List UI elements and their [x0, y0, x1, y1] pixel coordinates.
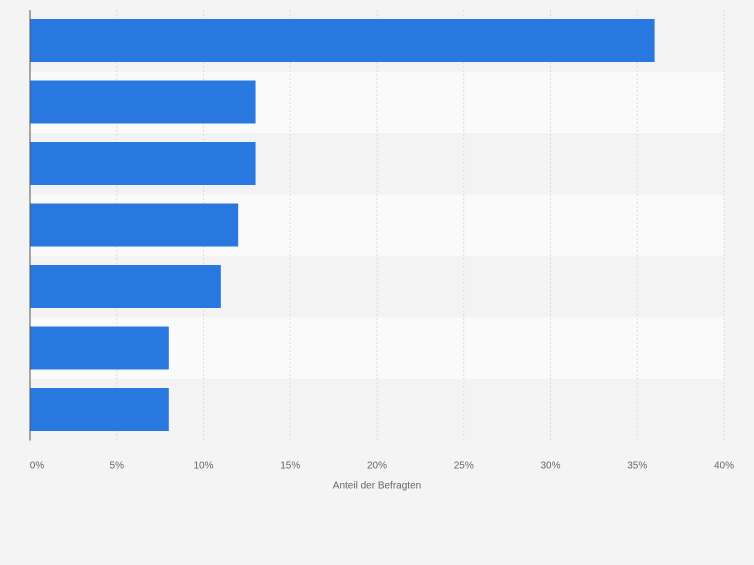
- bar-1[interactable]: [30, 80, 256, 124]
- x-axis-title: Anteil der Befragten: [333, 481, 421, 492]
- x-tick-label-2: 10%: [193, 461, 213, 472]
- x-tick-label-6: 30%: [540, 461, 560, 472]
- x-tick-label-3: 15%: [280, 461, 300, 472]
- x-tick-label-8: 40%: [714, 461, 734, 472]
- x-tick-label-7: 35%: [627, 461, 647, 472]
- x-tick-label-0: 0%: [30, 461, 45, 472]
- bar-2[interactable]: [30, 142, 256, 185]
- bar-3[interactable]: [30, 203, 239, 247]
- x-tick-labels: 0% 5% 10% 15% 20% 25% 30% 35% 40%: [30, 461, 734, 472]
- bar-4[interactable]: [30, 265, 221, 308]
- bar-6[interactable]: [30, 388, 169, 431]
- x-tick-label-4: 20%: [367, 461, 387, 472]
- bar-5[interactable]: [30, 326, 169, 370]
- bar-0[interactable]: [30, 19, 655, 62]
- x-tick-label-5: 25%: [454, 461, 474, 472]
- x-tick-label-1: 5%: [110, 461, 125, 472]
- bars: [30, 19, 655, 431]
